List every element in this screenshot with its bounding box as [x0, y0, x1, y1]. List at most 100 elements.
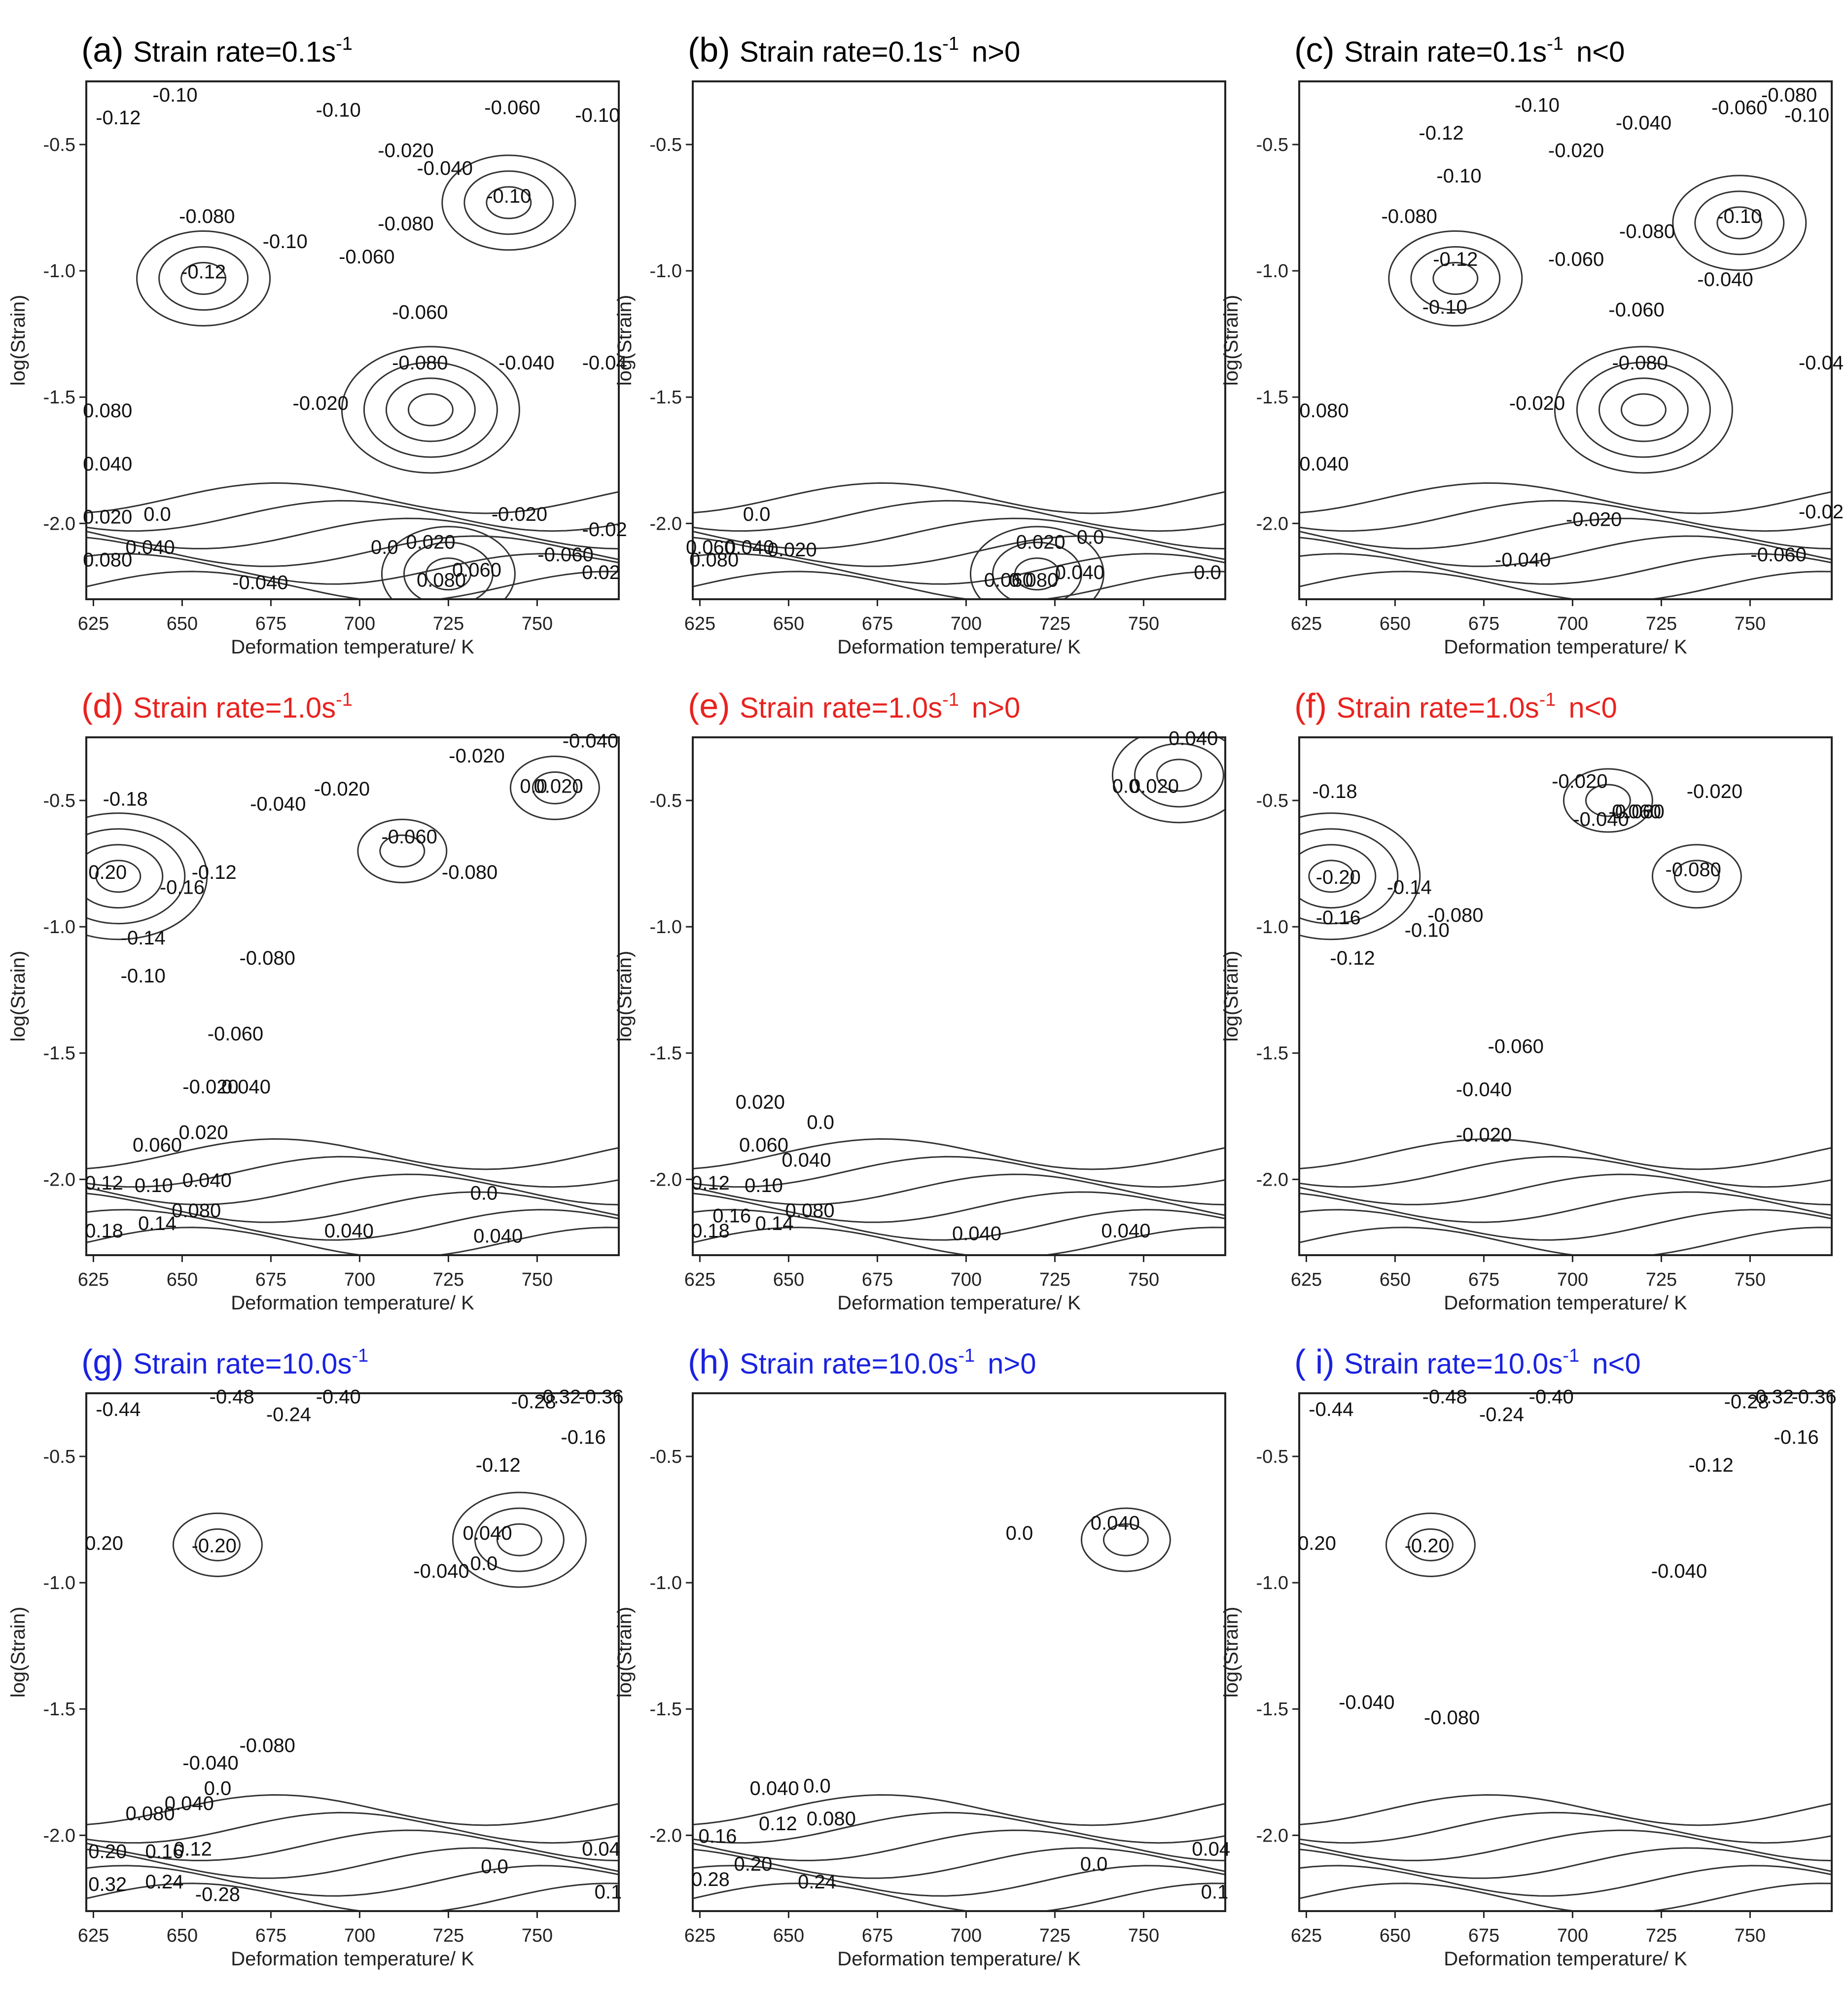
contour-label: 0.0 [1006, 1522, 1033, 1544]
contour-label: -0.40 [316, 1386, 361, 1408]
x-tick-label: 700 [344, 1925, 375, 1946]
x-tick-label: 625 [1291, 1925, 1322, 1946]
contour-label: -0.040 [1456, 1079, 1512, 1100]
contour-label: -0.080 [1665, 859, 1721, 881]
contour-label: 0.24 [798, 1871, 836, 1893]
contour-label: 0.040 [725, 537, 774, 558]
x-tick-label: 700 [344, 614, 375, 634]
contour-line [86, 1882, 619, 1911]
contour-line [1299, 535, 1832, 567]
contour-line [1299, 482, 1832, 514]
x-tick-label: 675 [862, 1269, 893, 1290]
x-tick-label: 725 [1039, 1925, 1070, 1946]
contour-loop [1156, 759, 1202, 792]
contour-loop [1432, 262, 1479, 295]
contour-loop [532, 771, 578, 804]
contour-label: -0.16 [561, 1426, 605, 1448]
contour-line [1299, 1865, 1832, 1897]
x-tick-label: 675 [1468, 1269, 1499, 1290]
x-tick-label: 675 [255, 1925, 286, 1946]
contour-line [86, 571, 619, 599]
contour-loop [363, 362, 498, 458]
contour-line [1299, 1227, 1832, 1255]
contour-label: -0.040 [563, 730, 618, 752]
contour-label: -0.12 [96, 107, 141, 129]
plot-frame [1298, 1392, 1833, 1912]
plot-frame [692, 736, 1226, 1256]
contour-label: 0.040 [782, 1150, 831, 1171]
y-axis-title: log(Strain) [7, 295, 29, 386]
y-tick-label: -1.5 [650, 387, 682, 408]
contour-label: -0.040 [1339, 1692, 1394, 1713]
y-tick-label: -1.0 [43, 1573, 75, 1593]
contour-label: -0.10 [1717, 206, 1762, 227]
y-tick-label: -1.0 [650, 261, 682, 282]
x-tick-label: 750 [522, 614, 553, 634]
contour-label: -0.40 [1529, 1386, 1574, 1408]
contour-label: 0.0 [1077, 526, 1104, 548]
y-tick-label: -0.5 [1256, 791, 1288, 811]
contour-label: 0.020 [1016, 532, 1066, 553]
contour-label: -0.080 [239, 947, 295, 969]
contour-loop [86, 828, 186, 925]
contour-line [86, 1156, 619, 1188]
panel-title: (a) Strain rate=0.1s-1 [81, 31, 353, 69]
contour-label: -0.02 [582, 519, 627, 541]
x-tick-label: 675 [255, 614, 286, 634]
y-tick-label: -0.5 [650, 1447, 682, 1467]
contour-loop [486, 186, 532, 219]
contour-label: -0.020 [1552, 770, 1607, 792]
contour-label: -0.060 [381, 826, 437, 848]
x-tick-label: 725 [1039, 1269, 1070, 1290]
contour-loop [1651, 844, 1742, 909]
panel-title: (f) Strain rate=1.0s-1 n<0 [1294, 687, 1617, 725]
contour-loop [341, 346, 520, 474]
contour-label: -0.10 [1515, 94, 1560, 116]
x-tick-label: 625 [78, 1269, 109, 1290]
x-tick-label: 725 [1646, 1925, 1677, 1946]
contour-label: 0.0 [1194, 562, 1221, 583]
contour-loop [1576, 362, 1711, 458]
y-axis-title: log(Strain) [1220, 951, 1242, 1042]
x-tick-label: 675 [1468, 614, 1499, 634]
contour-label: 0.12 [174, 1838, 212, 1860]
contour-label: 0.0 [1080, 1853, 1108, 1875]
contour-line [693, 1882, 1225, 1911]
contour-label: -0.080 [1612, 352, 1668, 374]
x-tick-label: 700 [1557, 1925, 1588, 1946]
contour-label: -0.060 [1750, 544, 1806, 566]
y-tick-label: -1.0 [1256, 1573, 1288, 1593]
contour-label: -0.060 [1608, 801, 1664, 823]
contour-lines [693, 1507, 1225, 1911]
contour-label: -0.28 [511, 1391, 556, 1413]
contour-loop [1673, 860, 1720, 893]
panel-a: (a) Strain rate=0.1s-1 -0.10 -0.12 -0.10 -0.… [7, 31, 627, 658]
contour-label: 0.32 [88, 1874, 127, 1895]
contour-label: -0.020 [449, 745, 504, 767]
contour-label: 0.080 [83, 549, 132, 571]
contour-label: 0.020 [179, 1122, 228, 1143]
x-axis-title: Deformation temperature/ K [1444, 636, 1687, 658]
contour-label: -0.080 [1381, 206, 1437, 227]
x-tick-label: 700 [344, 1269, 375, 1290]
x-tick-label: 750 [1128, 614, 1159, 634]
contour-label: 0.040 [83, 453, 132, 475]
contour-line [1299, 571, 1832, 599]
contour-line [86, 1191, 619, 1223]
contour-loop [381, 526, 516, 599]
y-axis-title: log(Strain) [7, 951, 29, 1042]
y-tick-label: -2.0 [1256, 1169, 1288, 1190]
contour-label: 0.1 [1201, 1881, 1229, 1903]
contour-label: 0.020 [83, 506, 132, 528]
contour-lines [86, 154, 619, 599]
contour-loop [158, 246, 249, 311]
contour-label: 0.12 [759, 1813, 797, 1835]
x-tick-label: 650 [167, 1925, 198, 1946]
x-tick-label: 650 [1380, 614, 1411, 634]
contour-line [693, 1156, 1225, 1188]
contour-line [86, 1173, 619, 1206]
contour-label: 0.02 [582, 562, 620, 583]
y-tick-label: -0.5 [650, 135, 682, 155]
